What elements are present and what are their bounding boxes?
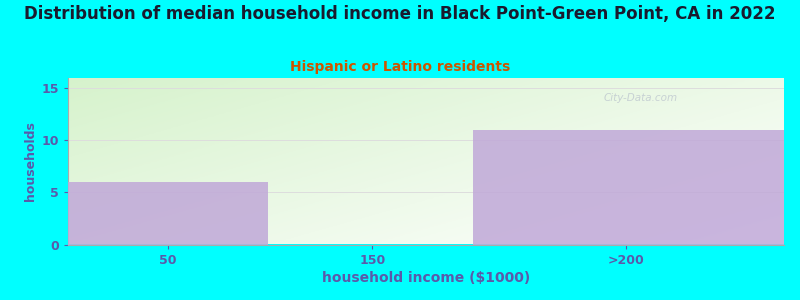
Y-axis label: households: households [24, 121, 38, 201]
Bar [68, 182, 269, 244]
Text: Hispanic or Latino residents: Hispanic or Latino residents [290, 60, 510, 74]
Text: Distribution of median household income in Black Point-Green Point, CA in 2022: Distribution of median household income … [24, 4, 776, 22]
Bar [473, 130, 784, 244]
X-axis label: household income ($1000): household income ($1000) [322, 271, 530, 285]
Text: City-Data.com: City-Data.com [604, 93, 678, 103]
